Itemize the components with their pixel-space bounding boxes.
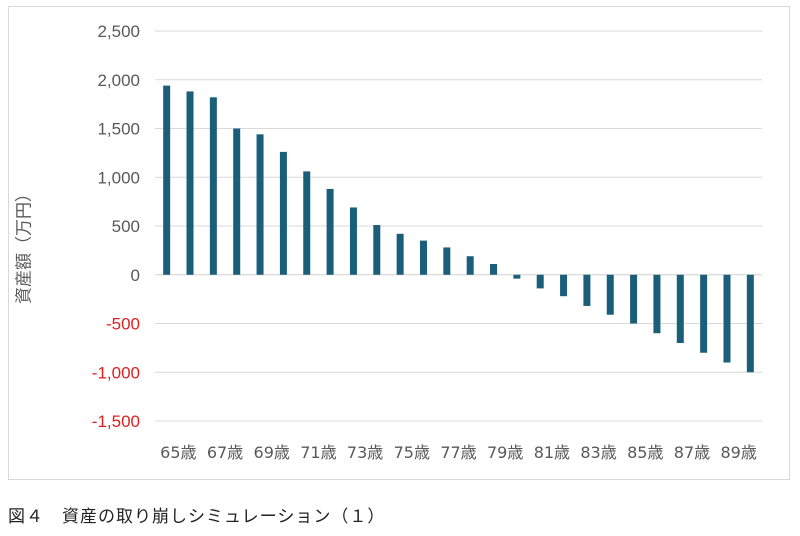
x-tick-label: 67歳: [207, 443, 243, 462]
x-tick-label: 69歳: [254, 443, 290, 462]
figure-caption: 図４ 資産の取り崩しシミュレーション（１）: [8, 507, 386, 527]
bar: [630, 274, 638, 324]
bar: [490, 264, 498, 275]
bar: [606, 274, 614, 315]
y-axis-label: 資産額（万円）: [14, 185, 35, 304]
bar: [186, 91, 194, 275]
x-tick-label: 85歳: [627, 443, 663, 462]
bar: [583, 274, 591, 306]
bar: [349, 207, 357, 275]
bar: [676, 274, 684, 343]
y-tick-label: 2,000: [97, 71, 140, 90]
bar: [326, 188, 334, 275]
bar: [279, 151, 287, 275]
bar: [466, 256, 474, 275]
x-tick-label: 75歳: [394, 443, 430, 462]
x-tick-label: 71歳: [300, 443, 336, 462]
bar: [746, 274, 754, 373]
y-tick-label: 2,500: [97, 22, 140, 41]
y-tick-label: -1,000: [92, 363, 140, 382]
x-tick-label: 77歳: [440, 443, 476, 462]
bar: [723, 274, 731, 363]
bar: [560, 274, 568, 297]
bar: [536, 274, 544, 289]
y-tick-label: 0: [131, 266, 140, 285]
x-tick-label: 87歳: [674, 443, 710, 462]
bar: [700, 274, 708, 353]
bar: [233, 128, 241, 275]
bar: [373, 225, 381, 275]
x-tick-label: 83歳: [580, 443, 616, 462]
bar: [163, 85, 171, 275]
bar: [419, 240, 427, 275]
x-tick-label: 79歳: [487, 443, 523, 462]
bar: [513, 274, 521, 279]
bar: [396, 233, 404, 275]
y-tick-label: 500: [112, 217, 140, 236]
bar: [303, 171, 311, 275]
x-tick-label: 73歳: [347, 443, 383, 462]
y-tick-label: -1,500: [92, 412, 140, 431]
x-tick-label: 65歳: [160, 443, 196, 462]
bar: [653, 274, 661, 334]
x-tick-label: 81歳: [534, 443, 570, 462]
x-tick-label: 89歳: [720, 443, 756, 462]
y-tick-label: 1,500: [97, 120, 140, 139]
y-tick-label: 1,000: [97, 168, 140, 187]
bar: [256, 134, 264, 275]
bar: [209, 97, 217, 275]
y-tick-label: -500: [106, 315, 140, 334]
bar: [443, 247, 451, 275]
bar-chart: 2,500 2,000 1,500 1,000 500 0 -500 -1,000 -1,500…: [92, 22, 762, 462]
